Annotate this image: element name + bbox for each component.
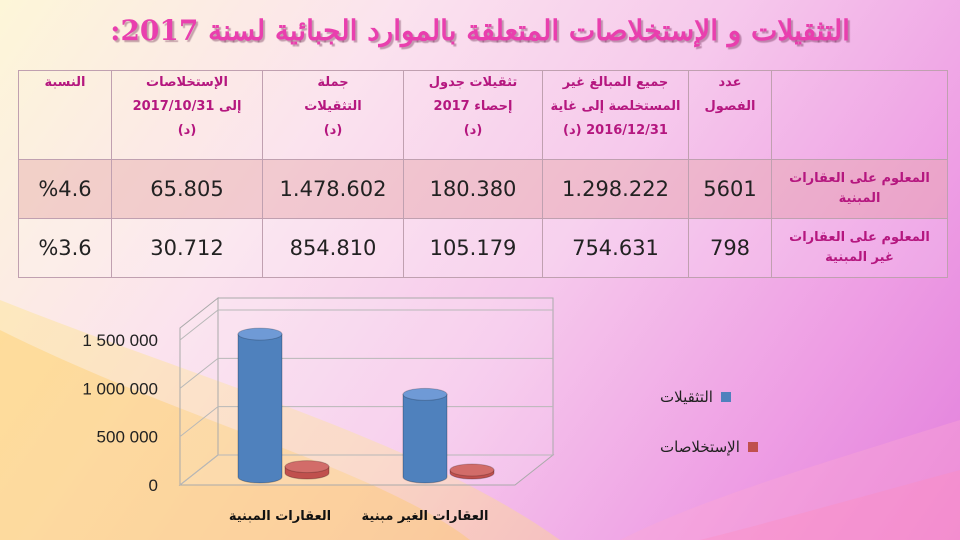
legend-swatch xyxy=(720,392,731,402)
table-cell: %4.6 xyxy=(18,159,112,219)
chart-side-wall xyxy=(179,296,219,487)
table-cell: 798 xyxy=(688,218,772,278)
table-cell: 105.179 xyxy=(403,218,543,278)
legend-item: التثقيلات xyxy=(660,388,731,406)
table-cell: 65.805 xyxy=(111,159,263,219)
table-cell: 30.712 xyxy=(111,218,263,278)
row-label: المعلوم على العقارات غير المبنية xyxy=(771,218,948,278)
table-cell: 1.478.602 xyxy=(262,159,404,219)
header-cell: عدد الفصول xyxy=(688,70,772,160)
bar-cap xyxy=(237,327,283,341)
table-cell: 180.380 xyxy=(403,159,543,219)
legend-label: الإستخلاصات xyxy=(660,438,740,456)
header-cell: الإستخلاصات إلى 2017/10/31 (د) xyxy=(111,70,263,160)
chart-floor xyxy=(178,454,555,486)
header-cell: جملة التثقيلات (د) xyxy=(262,70,404,160)
bar xyxy=(237,327,283,484)
table-cell: 854.810 xyxy=(262,218,404,278)
gridline xyxy=(179,309,553,341)
bar xyxy=(402,387,448,484)
table-header-row: عدد الفصول جميع المبالغ غير المستخلصة إلى … xyxy=(18,70,948,160)
data-table: عدد الفصول جميع المبالغ غير المستخلصة إلى … xyxy=(18,70,948,278)
bar-cap xyxy=(284,460,330,474)
gridline xyxy=(179,357,553,389)
y-tick-label: 0 xyxy=(149,476,158,495)
x-category-label: العقارات الغير مبنية xyxy=(362,509,489,524)
table-cell: 1.298.222 xyxy=(542,159,689,219)
bar xyxy=(284,460,330,480)
header-cell: تثقيلات جدول إحصاء 2017 (د) xyxy=(403,70,543,160)
bar-body xyxy=(402,393,448,484)
bar xyxy=(449,463,495,480)
table-cell: 5601 xyxy=(688,159,772,219)
legend-label: التثقيلات xyxy=(660,388,713,406)
bar-cap xyxy=(402,387,448,401)
page-title: التثقيلات و الإستخلاصات المتعلقة بالموار… xyxy=(110,14,850,47)
legend-item: الإستخلاصات xyxy=(660,438,758,456)
legend-swatch xyxy=(747,442,758,452)
bar-cap xyxy=(449,463,495,477)
bar-body xyxy=(237,333,283,484)
header-cell: جميع المبالغ غير المستخلصة إلى غاية 2016/1… xyxy=(542,70,689,160)
y-tick-label: 1 000 000 xyxy=(82,379,158,398)
table-cell: %3.6 xyxy=(18,218,112,278)
header-cell: النسبة xyxy=(18,70,112,160)
y-tick-label: 500 000 xyxy=(97,428,158,447)
table-cell: 754.631 xyxy=(542,218,689,278)
y-tick-label: 1 500 000 xyxy=(82,331,158,350)
x-category-label: العقارات المبنية xyxy=(229,509,331,524)
table-row: المعلوم على العقارات غير المبنية 798 754.… xyxy=(18,218,948,278)
